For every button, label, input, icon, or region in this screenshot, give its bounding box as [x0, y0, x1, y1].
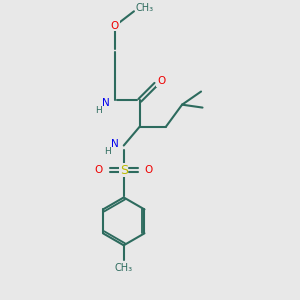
- Text: N: N: [102, 98, 110, 108]
- Text: H: H: [104, 147, 110, 156]
- Text: S: S: [120, 164, 128, 177]
- Text: O: O: [144, 165, 153, 175]
- Text: O: O: [95, 165, 103, 175]
- Text: H: H: [96, 106, 102, 115]
- Text: O: O: [157, 76, 165, 86]
- Text: O: O: [111, 21, 119, 31]
- Text: CH₃: CH₃: [115, 263, 133, 273]
- Text: CH₃: CH₃: [135, 3, 153, 14]
- Text: N: N: [110, 139, 118, 149]
